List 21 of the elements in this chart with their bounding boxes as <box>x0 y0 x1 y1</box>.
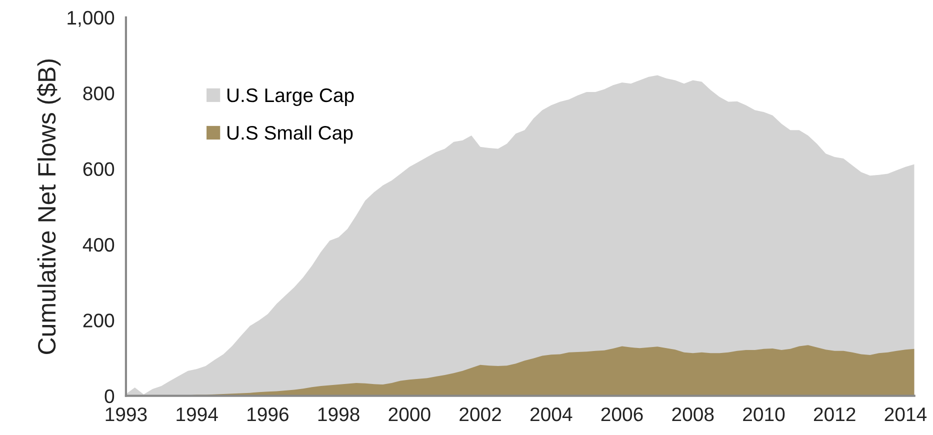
x-tick-label: 2000 <box>388 407 430 422</box>
legend-label: U.S Large Cap <box>227 88 354 106</box>
x-tick-label: 2014 <box>884 407 927 422</box>
y-tick-label: 400 <box>82 238 114 252</box>
x-tick-label: 2012 <box>814 407 856 422</box>
y-axis-title: Cumulative Net Flows ($B) <box>36 60 61 354</box>
y-tick-label: 0 <box>104 389 114 404</box>
x-tick-label: 1994 <box>176 407 218 422</box>
x-tick-label: 2010 <box>743 407 785 422</box>
x-tick-label: 2002 <box>460 407 501 422</box>
x-tick-label: 1993 <box>106 407 147 422</box>
x-tick-label: 1996 <box>248 407 288 422</box>
x-tick-label: 2008 <box>672 407 714 422</box>
legend-label: U.S Small Cap <box>227 125 353 144</box>
x-tick-label: 2004 <box>530 407 572 422</box>
x-tick-label: 2006 <box>601 407 643 422</box>
y-tick-label: 1,000 <box>68 10 114 27</box>
x-tick-label: 1998 <box>318 407 360 422</box>
y-tick-label: 200 <box>83 314 114 328</box>
y-tick-label: 800 <box>83 86 114 100</box>
y-tick-label: 600 <box>83 162 114 176</box>
